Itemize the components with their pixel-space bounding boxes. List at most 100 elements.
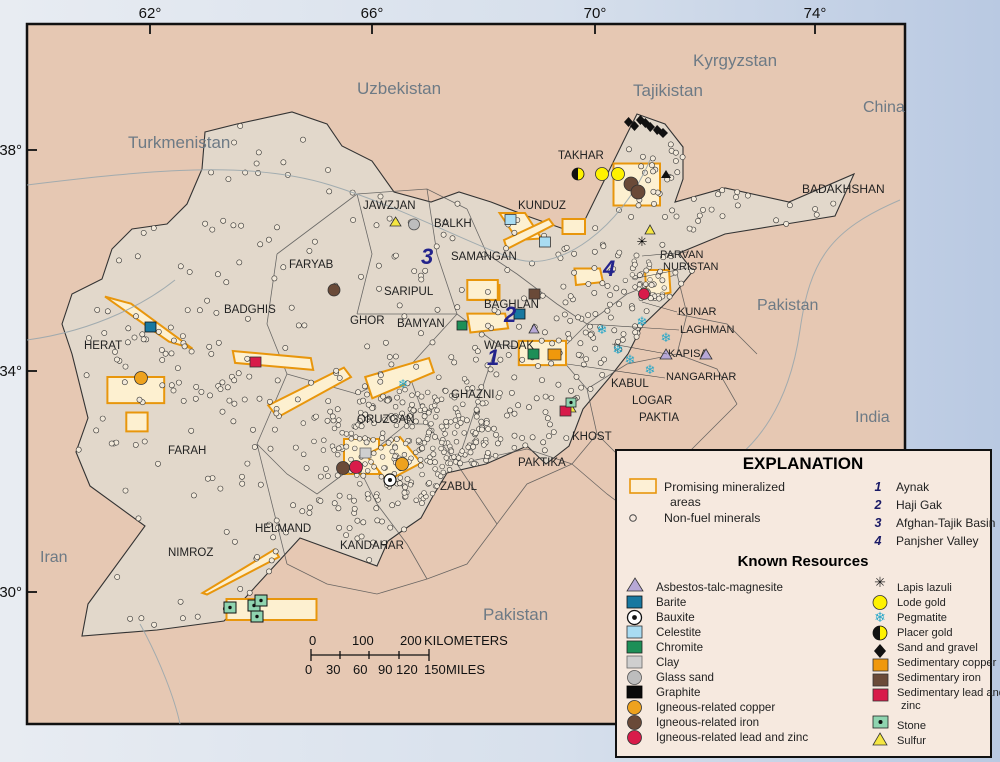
svg-text:Sulfur: Sulfur — [897, 735, 926, 747]
svg-text:Iran: Iran — [40, 549, 68, 566]
svg-text:SARIPUL: SARIPUL — [384, 286, 434, 298]
svg-text:Pakistan: Pakistan — [483, 605, 548, 624]
svg-text:❄: ❄ — [661, 330, 672, 345]
svg-text:China: China — [863, 99, 905, 116]
svg-text:SAMANGAN: SAMANGAN — [451, 251, 517, 263]
svg-text:Tajikistan: Tajikistan — [633, 81, 703, 100]
svg-text:FARAH: FARAH — [168, 445, 206, 457]
svg-text:0: 0 — [305, 662, 312, 677]
svg-text:Turkmenistan: Turkmenistan — [128, 133, 230, 152]
svg-text:KUNAR: KUNAR — [678, 306, 717, 318]
svg-text:62°: 62° — [139, 5, 162, 22]
svg-text:Celestite: Celestite — [656, 626, 701, 639]
svg-text:38°: 38° — [0, 142, 22, 159]
svg-text:JAWZJAN: JAWZJAN — [363, 200, 416, 212]
svg-text:Aynak: Aynak — [896, 480, 930, 494]
svg-text:Placer gold: Placer gold — [897, 627, 953, 639]
svg-text:100: 100 — [352, 633, 374, 648]
svg-text:KANDAHAR: KANDAHAR — [340, 540, 404, 552]
svg-text:KUNDUZ: KUNDUZ — [518, 200, 566, 212]
svg-text:Pakistan: Pakistan — [757, 297, 818, 314]
svg-text:Igneous-related lead and zinc: Igneous-related lead and zinc — [656, 731, 808, 744]
svg-text:Sedimentary iron: Sedimentary iron — [897, 672, 981, 684]
svg-text:✳: ✳ — [874, 574, 886, 590]
svg-text:1: 1 — [487, 345, 499, 370]
svg-text:TAKHAR: TAKHAR — [558, 150, 604, 162]
svg-text:BADAKHSHAN: BADAKHSHAN — [802, 182, 885, 196]
svg-text:KILOMETERS: KILOMETERS — [424, 633, 508, 648]
svg-text:66°: 66° — [361, 5, 384, 22]
svg-text:70°: 70° — [584, 5, 607, 22]
svg-text:BADGHIS: BADGHIS — [224, 304, 276, 316]
svg-text:Lode gold: Lode gold — [897, 597, 946, 609]
svg-text:2: 2 — [503, 302, 517, 327]
svg-text:Igneous-related copper: Igneous-related copper — [656, 701, 775, 714]
svg-text:60: 60 — [353, 662, 367, 677]
svg-text:3: 3 — [421, 244, 433, 269]
svg-text:Non-fuel minerals: Non-fuel minerals — [664, 511, 760, 525]
svg-text:Known Resources: Known Resources — [738, 553, 869, 570]
svg-text:GHOR: GHOR — [350, 315, 385, 327]
svg-text:❄: ❄ — [874, 609, 886, 625]
svg-text:NIMROZ: NIMROZ — [168, 547, 213, 559]
svg-text:Promising mineralized: Promising mineralized — [664, 480, 785, 494]
svg-text:Panjsher Valley: Panjsher Valley — [896, 534, 979, 548]
svg-text:Barite: Barite — [656, 596, 686, 609]
svg-text:3: 3 — [875, 516, 882, 530]
svg-text:NANGARHAR: NANGARHAR — [666, 371, 736, 383]
svg-text:PAKTIA: PAKTIA — [639, 412, 679, 424]
svg-text:❄: ❄ — [645, 362, 656, 377]
svg-text:120: 120 — [396, 662, 418, 677]
svg-text:ZABUL: ZABUL — [440, 481, 478, 493]
svg-text:2: 2 — [874, 498, 882, 512]
svg-text:zinc: zinc — [901, 700, 921, 712]
svg-text:Haji Gak: Haji Gak — [896, 498, 943, 512]
svg-text:Asbestos-talc-magnesite: Asbestos-talc-magnesite — [656, 581, 783, 594]
svg-text:❄: ❄ — [398, 377, 408, 391]
svg-text:0: 0 — [309, 633, 316, 648]
svg-text:EXPLANATION: EXPLANATION — [743, 454, 864, 473]
svg-text:150: 150 — [424, 662, 446, 677]
svg-text:4: 4 — [602, 256, 615, 281]
svg-text:Igneous-related iron: Igneous-related iron — [656, 716, 759, 729]
svg-text:Sedimentary copper: Sedimentary copper — [897, 657, 997, 669]
svg-text:Kyrgyzstan: Kyrgyzstan — [693, 51, 777, 70]
svg-text:4: 4 — [874, 534, 882, 548]
svg-text:74°: 74° — [804, 5, 827, 22]
svg-text:FARYAB: FARYAB — [289, 259, 334, 271]
svg-text:PAKTIKA: PAKTIKA — [518, 457, 566, 469]
svg-text:90: 90 — [378, 662, 392, 677]
svg-text:PARVAN: PARVAN — [660, 249, 703, 261]
svg-text:Afghan-Tajik Basin: Afghan-Tajik Basin — [896, 516, 995, 530]
svg-text:Lapis lazuli: Lapis lazuli — [897, 582, 952, 594]
svg-text:LOGAR: LOGAR — [632, 395, 672, 407]
svg-text:Uzbekistan: Uzbekistan — [357, 79, 441, 98]
svg-text:❄: ❄ — [597, 322, 608, 337]
svg-text:KHOST: KHOST — [572, 431, 612, 443]
svg-text:34°: 34° — [0, 363, 22, 380]
svg-text:❄: ❄ — [637, 314, 648, 329]
svg-text:Sand and gravel: Sand and gravel — [897, 642, 978, 654]
svg-text:areas: areas — [670, 495, 701, 509]
svg-text:30: 30 — [326, 662, 340, 677]
svg-text:India: India — [855, 409, 890, 426]
svg-text:HERAT: HERAT — [84, 340, 122, 352]
svg-text:BAMYAN: BAMYAN — [397, 318, 445, 330]
svg-text:Pegmatite: Pegmatite — [897, 612, 947, 624]
svg-text:Sedimentary lead and: Sedimentary lead and — [897, 687, 1000, 699]
svg-text:✳: ✳ — [637, 234, 648, 249]
svg-text:HELMAND: HELMAND — [255, 523, 311, 535]
svg-text:LAGHMAN: LAGHMAN — [680, 324, 734, 336]
svg-text:Stone: Stone — [897, 720, 926, 732]
svg-text:❄: ❄ — [625, 352, 636, 367]
svg-text:BALKH: BALKH — [434, 218, 472, 230]
svg-text:ORUZGAN: ORUZGAN — [357, 414, 415, 426]
svg-text:200: 200 — [400, 633, 422, 648]
svg-text:Chromite: Chromite — [656, 641, 703, 654]
svg-text:Glass sand: Glass sand — [656, 671, 714, 684]
svg-text:30°: 30° — [0, 584, 22, 601]
svg-text:Clay: Clay — [656, 656, 679, 669]
svg-text:MILES: MILES — [446, 662, 485, 677]
svg-text:KABUL: KABUL — [611, 378, 649, 390]
svg-text:Graphite: Graphite — [656, 686, 700, 699]
